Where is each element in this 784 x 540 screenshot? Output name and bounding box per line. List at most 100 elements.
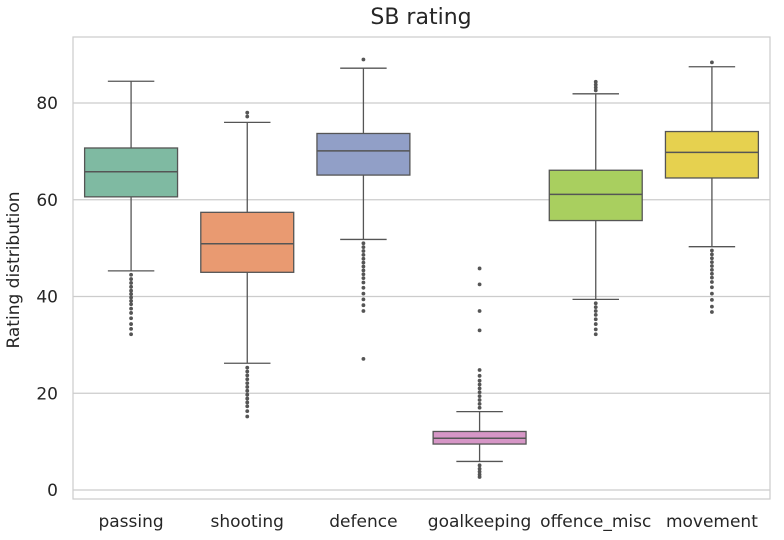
outlier-point xyxy=(593,322,598,326)
outlier-point xyxy=(593,309,598,313)
outlier-point xyxy=(245,110,250,115)
outlier-point xyxy=(710,60,714,65)
outlier-point xyxy=(129,284,133,289)
gridlines xyxy=(73,102,770,491)
outlier-point xyxy=(129,298,133,303)
x-tick-label: offence_misc xyxy=(540,512,651,532)
outlier-point xyxy=(477,401,482,406)
outlier-point xyxy=(245,381,250,385)
outlier-point xyxy=(361,309,366,313)
outlier-point xyxy=(129,311,133,315)
outlier-point xyxy=(593,85,598,90)
box-defence xyxy=(316,57,411,361)
outlier-point xyxy=(129,306,133,311)
outlier-point xyxy=(477,398,482,402)
outlier-point xyxy=(245,365,250,370)
outlier-point xyxy=(129,272,133,277)
outlier-point xyxy=(245,392,250,397)
outlier-point xyxy=(710,291,714,296)
x-tick-label: movement xyxy=(666,512,758,532)
outlier-point xyxy=(245,400,250,405)
outlier-point xyxy=(361,57,366,62)
iqr-box xyxy=(200,211,295,273)
boxes xyxy=(83,57,760,479)
box-movement xyxy=(664,60,760,314)
outlier-point xyxy=(593,312,598,317)
outlier-point xyxy=(710,310,714,314)
outlier-point xyxy=(245,409,250,414)
outlier-point xyxy=(129,295,133,300)
outlier-point xyxy=(593,317,598,322)
outlier-point xyxy=(361,272,366,277)
outlier-point xyxy=(129,332,133,337)
plot-frame xyxy=(72,36,771,500)
outlier-point xyxy=(477,266,482,271)
outlier-point xyxy=(593,88,598,93)
outlier-point xyxy=(361,291,366,296)
iqr-box xyxy=(548,169,643,222)
outlier-point xyxy=(710,248,714,253)
outlier-point xyxy=(129,322,133,326)
outlier-point xyxy=(245,369,250,374)
outlier-point xyxy=(477,378,482,383)
outlier-point xyxy=(361,241,366,246)
y-axis-ticks: 0 20 40 60 80 xyxy=(36,94,58,501)
iqr-box xyxy=(664,130,760,179)
outlier-point xyxy=(710,304,714,309)
y-tick-label: 0 xyxy=(47,481,58,501)
outlier-point xyxy=(129,281,133,285)
box-goalkeeping xyxy=(432,266,527,479)
outlier-point xyxy=(129,302,133,307)
x-tick-label: defence xyxy=(329,512,397,532)
outlier-point xyxy=(361,276,366,281)
chart-title: SB rating xyxy=(370,5,471,30)
outlier-point xyxy=(361,249,366,253)
outlier-point xyxy=(361,268,366,273)
outlier-point xyxy=(129,288,133,293)
outlier-point xyxy=(245,414,250,419)
outlier-point xyxy=(477,390,482,395)
outlier-point xyxy=(477,405,482,410)
outlier-point xyxy=(477,328,482,333)
outlier-point xyxy=(361,264,366,269)
outlier-point xyxy=(477,382,482,387)
outlier-point xyxy=(477,463,482,468)
outlier-point xyxy=(477,386,482,391)
outlier-point xyxy=(361,252,366,257)
outlier-point xyxy=(361,245,366,250)
outlier-point xyxy=(477,309,482,313)
outlier-point xyxy=(593,301,598,306)
outlier-point xyxy=(245,114,250,119)
outlier-point xyxy=(361,256,366,261)
x-tick-label: passing xyxy=(98,512,163,532)
box-passing xyxy=(83,80,179,337)
y-tick-label: 60 xyxy=(36,191,58,211)
y-tick-label: 80 xyxy=(36,94,58,114)
outlier-point xyxy=(129,316,133,321)
x-tick-label: shooting xyxy=(211,512,284,532)
outlier-point xyxy=(477,394,482,399)
x-axis-ticks: passing shooting defence goalkeeping offence… xyxy=(98,512,758,532)
outlier-point xyxy=(593,82,598,87)
outlier-point xyxy=(477,469,482,474)
outlier-point xyxy=(245,385,250,389)
outlier-point xyxy=(710,297,714,302)
outlier-point xyxy=(593,79,598,84)
outlier-point xyxy=(361,285,366,290)
outlier-point xyxy=(245,377,250,382)
outlier-point xyxy=(245,396,250,401)
outlier-point xyxy=(710,260,714,265)
box-offence-misc xyxy=(548,79,643,337)
outlier-point xyxy=(710,280,714,284)
x-tick-label: goalkeeping xyxy=(428,512,532,532)
outlier-point xyxy=(361,280,366,285)
outlier-point xyxy=(477,368,482,372)
outlier-point xyxy=(477,373,482,378)
outlier-point xyxy=(593,332,598,337)
outlier-point xyxy=(710,264,714,268)
outlier-point xyxy=(710,252,714,257)
box-shooting xyxy=(200,110,295,419)
outlier-point xyxy=(245,404,250,409)
outlier-point xyxy=(361,303,366,308)
